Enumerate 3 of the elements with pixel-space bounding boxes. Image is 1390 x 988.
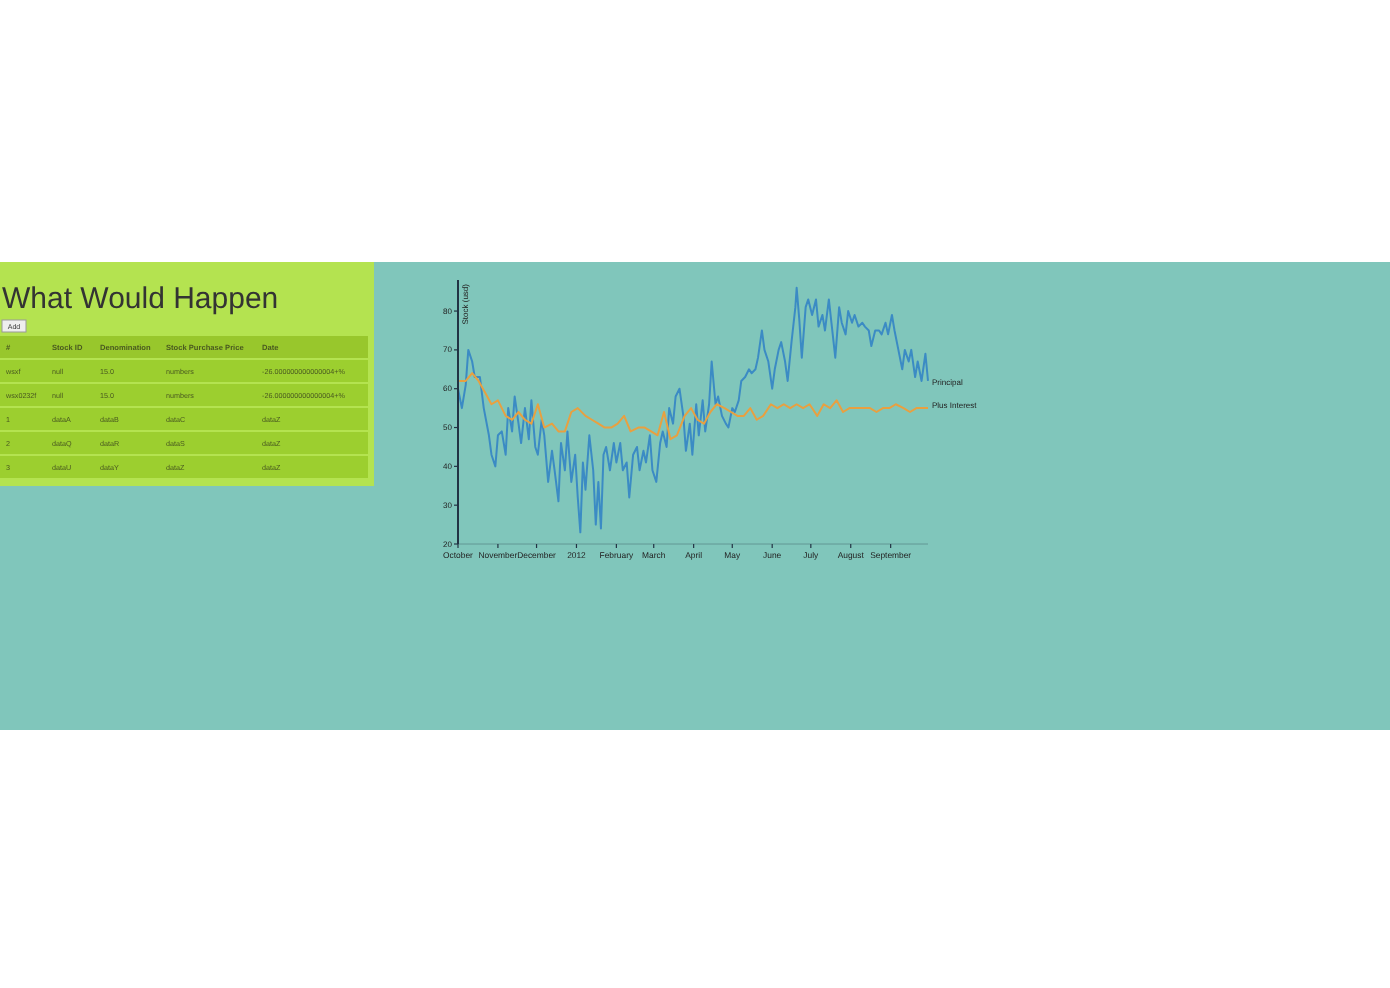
text: What Would Happen: [2, 282, 279, 316]
line-series: [457, 286, 929, 534]
line-series: [458, 372, 929, 441]
